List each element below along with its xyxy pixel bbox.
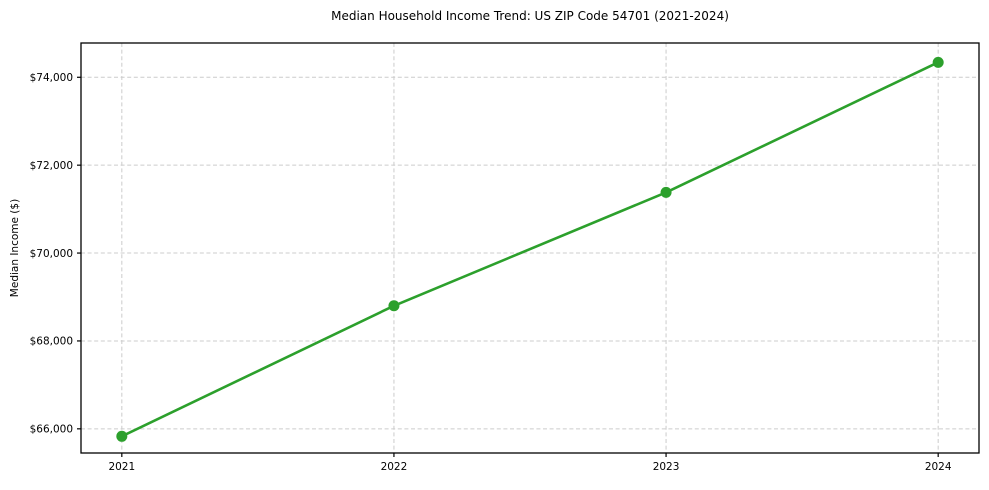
y-tick-label: $70,000 bbox=[30, 248, 73, 260]
data-point-marker bbox=[932, 56, 944, 68]
x-tick-label: 2022 bbox=[381, 461, 408, 473]
data-point-marker bbox=[660, 186, 672, 198]
x-tick-label: 2024 bbox=[925, 461, 952, 473]
y-tick-label: $66,000 bbox=[30, 424, 73, 436]
axes-border bbox=[80, 42, 980, 454]
data-point-marker bbox=[388, 300, 400, 312]
x-tick-label: 2021 bbox=[108, 461, 135, 473]
y-tick-label: $68,000 bbox=[30, 336, 73, 348]
chart-title: Median Household Income Trend: US ZIP Co… bbox=[331, 9, 729, 23]
x-tick-label: 2023 bbox=[653, 461, 680, 473]
income-trend-line bbox=[120, 61, 940, 438]
y-tick-label: $74,000 bbox=[30, 72, 73, 84]
y-tick-label: $72,000 bbox=[30, 160, 73, 172]
data-point-marker bbox=[116, 430, 128, 442]
